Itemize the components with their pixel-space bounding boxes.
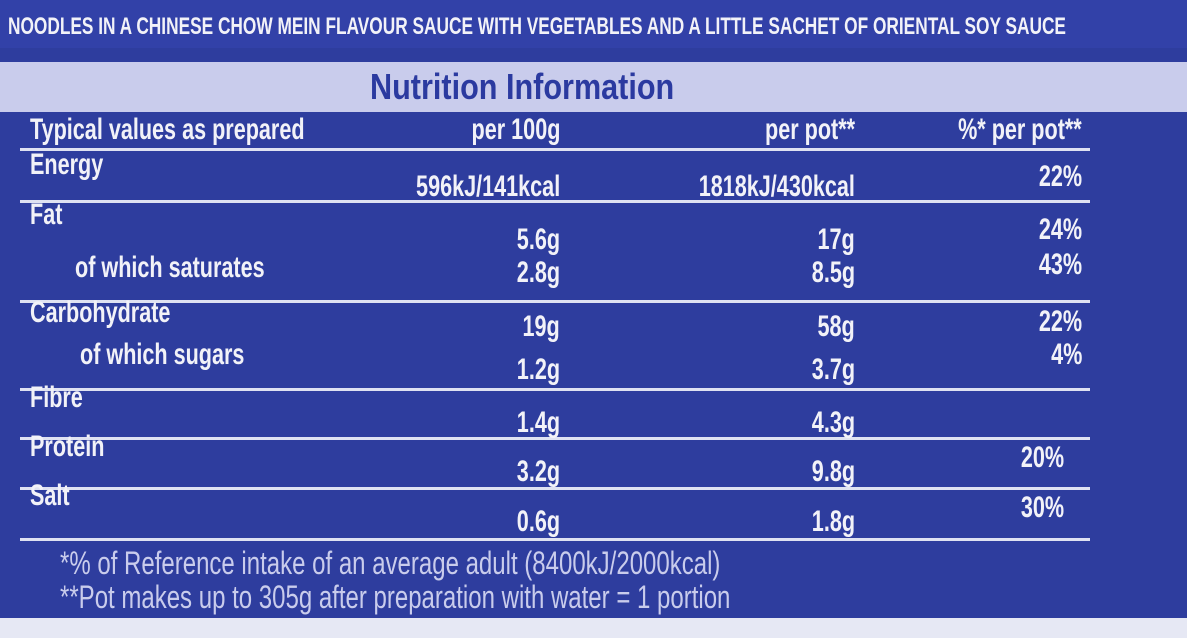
bottom-band [0, 618, 1187, 638]
per-100g-value: 1.2g [516, 353, 560, 386]
per-100g-value: 2.8g [516, 256, 560, 289]
row-divider [20, 487, 1090, 490]
per-pot-value: 8.5g [811, 256, 855, 289]
row-divider [20, 300, 1090, 303]
reference-intake: 22% [1038, 305, 1082, 338]
product-description: NOODLES IN A CHINESE CHOW MEIN FLAVOUR S… [8, 13, 1066, 40]
column-header: %* per pot** [958, 113, 1082, 146]
per-pot-value: 3.7g [811, 353, 855, 386]
reference-intake: 22% [1038, 160, 1082, 193]
row-divider [20, 388, 1090, 391]
per-100g-value: 0.6g [516, 505, 560, 538]
title-band [0, 62, 1187, 112]
column-header: per 100g [471, 113, 560, 146]
per-pot-value: 58g [817, 310, 855, 343]
top-band [0, 0, 1187, 48]
reference-intake: 30% [1020, 491, 1064, 524]
per-100g-value: 3.2g [516, 455, 560, 488]
nutrient-name: Protein [30, 430, 105, 463]
column-header: Typical values as prepared [30, 113, 305, 146]
row-divider [20, 148, 1090, 151]
per-pot-value: 17g [817, 223, 855, 256]
title: Nutrition Information [370, 66, 675, 107]
row-divider [20, 538, 1090, 541]
reference-intake: 24% [1038, 213, 1082, 246]
footnote: **Pot makes up to 305g after preparation… [60, 579, 731, 615]
per-100g-value: 19g [522, 310, 560, 343]
per-100g-value: 5.6g [516, 223, 560, 256]
row-divider [20, 200, 1090, 203]
per-pot-value: 4.3g [811, 406, 855, 439]
per-pot-value: 1.8g [811, 505, 855, 538]
nutrient-name: Carbohydrate [30, 296, 171, 329]
per-pot-value: 1818kJ/430kcal [698, 170, 855, 203]
row-divider [20, 437, 1090, 440]
column-header: per pot** [764, 113, 855, 146]
per-100g-value: 596kJ/141kcal [415, 170, 560, 203]
nutrient-name: Salt [30, 479, 70, 512]
nutrient-name: Fat [30, 198, 63, 231]
nutrient-name: of which sugars [80, 338, 245, 371]
reference-intake: 4% [1050, 338, 1082, 371]
per-100g-value: 1.4g [516, 406, 560, 439]
per-pot-value: 9.8g [811, 455, 855, 488]
nutrient-name: of which saturates [75, 251, 265, 284]
nutrient-name: Fibre [30, 381, 83, 414]
footnote: *% of Reference intake of an average adu… [60, 545, 721, 581]
reference-intake: 43% [1038, 248, 1082, 281]
reference-intake: 20% [1020, 441, 1064, 474]
nutrient-name: Energy [30, 148, 104, 181]
